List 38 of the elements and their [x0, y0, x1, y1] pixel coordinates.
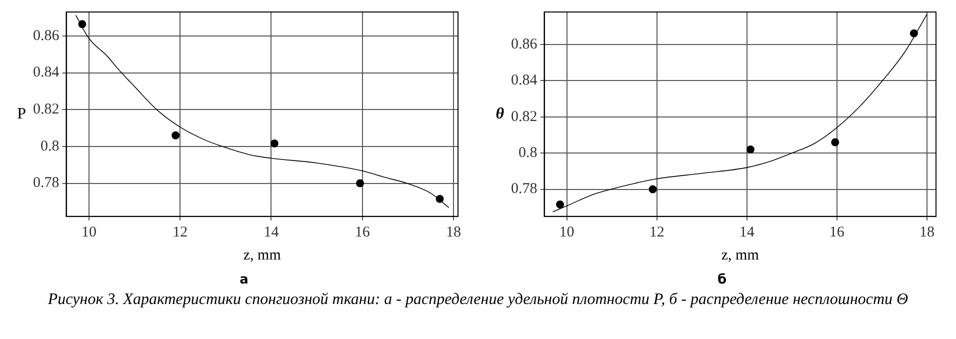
x-tick-label: 18	[446, 224, 461, 240]
point	[436, 194, 444, 203]
point	[831, 138, 840, 146]
x-tick-label: 14	[264, 224, 280, 240]
text: б	[717, 272, 727, 288]
x-tick-label: 14	[739, 224, 755, 240]
y-tick-label: 0.78	[33, 175, 60, 192]
x-tick-label: 16	[829, 224, 845, 240]
point	[78, 20, 86, 28]
y-tick-label: 0.8	[518, 145, 538, 162]
line-series	[75, 14, 450, 208]
x-tick-label: 12	[172, 224, 188, 240]
point	[648, 185, 657, 194]
y-tick-label: 0.82	[511, 108, 538, 125]
point	[356, 179, 364, 188]
point	[172, 131, 180, 140]
x-tick-label: 18	[919, 224, 934, 240]
y-tick-label: 0.84	[33, 64, 60, 81]
y-tick-label: 0.8	[40, 138, 60, 154]
point	[270, 139, 278, 148]
y-tick-label: 0.84	[511, 72, 538, 89]
x-tick-label: 12	[649, 224, 664, 240]
y-tick-label: 0.82	[33, 102, 60, 118]
x-tick-label: 10	[82, 224, 97, 240]
x-axis-title: z, mm	[243, 247, 282, 264]
point	[556, 200, 564, 208]
x-axis-title: z, mm	[721, 247, 760, 264]
y-tick-label: 0.78	[511, 181, 538, 198]
y-tick-label: 0.86	[33, 28, 60, 44]
x-tick-label: 16	[354, 224, 370, 240]
point	[746, 145, 754, 154]
point	[910, 29, 918, 38]
x-tick-label: 10	[559, 224, 574, 240]
text: а	[240, 272, 248, 288]
text: Рисунок 3. Характеристики спонгиозной ткани: а - распределение удельной плотности P, б - распределение несплошности Θ	[46, 290, 910, 310]
y-tick-label: 0.86	[511, 36, 538, 52]
y-axis-title: P	[17, 105, 26, 122]
y-axis-title: θ	[496, 105, 505, 122]
